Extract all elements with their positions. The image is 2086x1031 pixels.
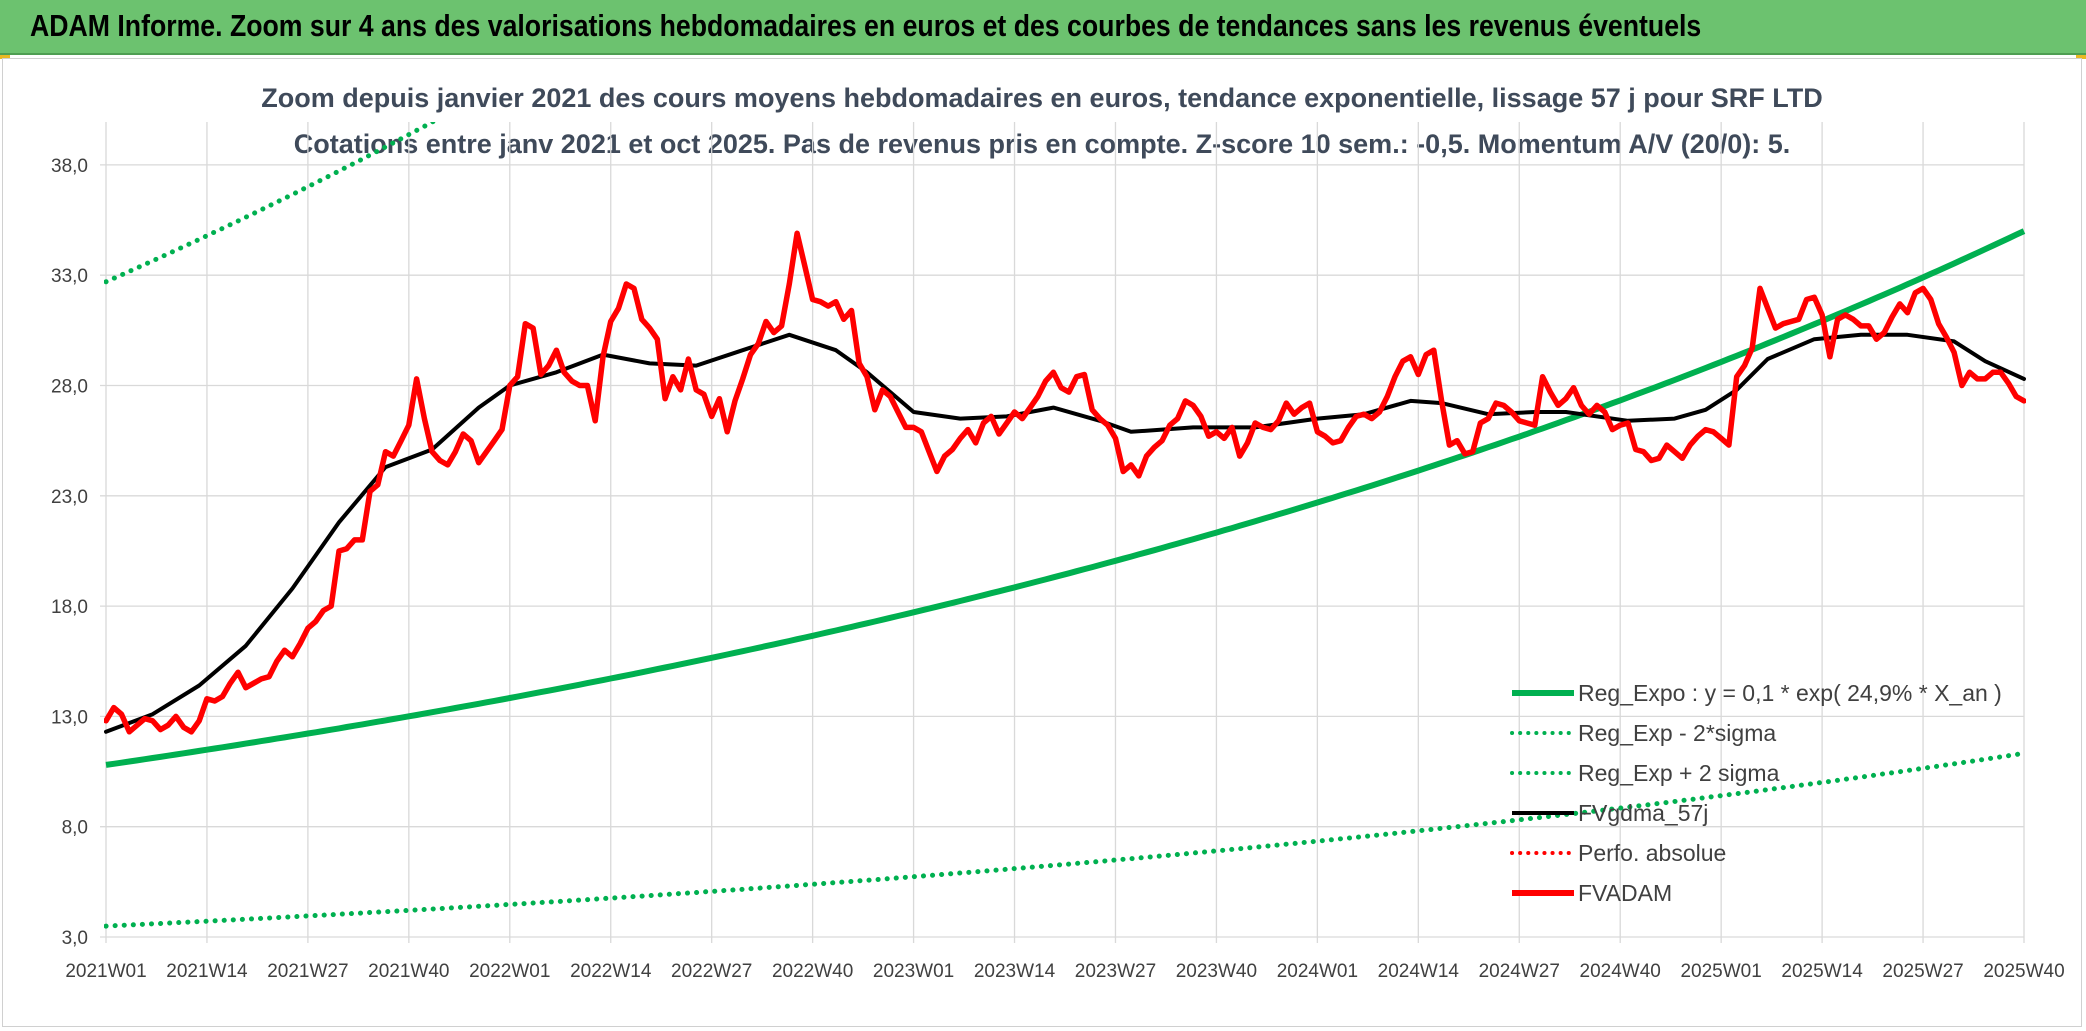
series-line-reg-expo-y-0-1-exp-24-9-x-an <box>105 228 2026 768</box>
y-axis: 3,0 8,0 13,0 18,0 23,0 28,0 33,0 38,0 <box>51 156 88 949</box>
x-tick-label: 2023W40 <box>1176 961 1257 982</box>
corner-mark-right <box>2076 55 2086 59</box>
y-tick-label: 33,0 <box>51 266 88 287</box>
y-tick-label: 38,0 <box>51 156 88 177</box>
legend-label: Reg_Exp - 2*sigma <box>1578 720 1776 746</box>
x-tick-label: 2023W01 <box>873 961 954 982</box>
series-line-fvadam <box>104 230 2026 735</box>
legend-label: FVgdma_57j <box>1578 800 1708 826</box>
x-tick-label: 2023W27 <box>1075 961 1156 982</box>
chart-title: Zoom depuis janvier 2021 des cours moyen… <box>261 83 1822 113</box>
x-tick-label: 2025W40 <box>1983 961 2064 982</box>
y-tick-label: 23,0 <box>51 487 88 508</box>
report-banner: ADAM Informe. Zoom sur 4 ans des valoris… <box>0 0 2086 55</box>
y-tick-label: 13,0 <box>51 707 88 728</box>
x-tick-label: 2025W27 <box>1882 961 1963 982</box>
x-axis: 2021W01 2021W14 2021W27 2021W40 2022W01 2022W… <box>65 961 2064 982</box>
y-tick-label: 3,0 <box>62 928 88 949</box>
x-tick-label: 2022W01 <box>469 961 550 982</box>
chart-frame <box>2 58 2082 1027</box>
chart-grid <box>100 122 2025 943</box>
y-tick-label: 28,0 <box>51 377 88 398</box>
report-title: ADAM Informe. Zoom sur 4 ans des valoris… <box>30 8 1702 43</box>
x-tick-label: 2022W14 <box>570 961 652 982</box>
legend-label: FVADAM <box>1578 880 1672 906</box>
x-tick-label: 2021W27 <box>267 961 348 982</box>
series-line-fvgdma-57j <box>104 332 2026 734</box>
series-line-reg-exp-2-sigma <box>104 750 2026 929</box>
x-tick-label: 2025W01 <box>1680 961 1761 982</box>
y-tick-label: 8,0 <box>62 818 88 839</box>
x-tick-label: 2022W40 <box>772 961 853 982</box>
x-tick-label: 2021W01 <box>65 961 146 982</box>
legend-label: Perfo. absolue <box>1578 840 1726 866</box>
x-tick-label: 2024W01 <box>1277 961 1358 982</box>
x-tick-label: 2021W40 <box>368 961 449 982</box>
y-tick-label: 18,0 <box>51 597 88 618</box>
x-tick-label: 2023W14 <box>974 961 1056 982</box>
legend-label: Reg_Exp + 2 sigma <box>1578 760 1780 786</box>
x-tick-label: 2024W14 <box>1378 961 1460 982</box>
chart-legend: Reg_Expo : y = 0,1 * exp( 24,9% * X_an )… <box>1510 680 2002 906</box>
x-tick-label: 2025W14 <box>1781 961 1863 982</box>
x-tick-label: 2022W27 <box>671 961 752 982</box>
corner-mark-left <box>0 55 10 59</box>
chart-series <box>104 122 2026 929</box>
chart-subtitle: Cotations entre janv 2021 et oct 2025. P… <box>294 129 1791 159</box>
legend-label: Reg_Expo : y = 0,1 * exp( 24,9% * X_an ) <box>1578 680 2002 706</box>
x-tick-label: 2024W27 <box>1479 961 1560 982</box>
x-tick-label: 2024W40 <box>1580 961 1661 982</box>
series-line-reg-exp-2-sigma <box>104 122 438 285</box>
x-tick-label: 2021W14 <box>166 961 248 982</box>
